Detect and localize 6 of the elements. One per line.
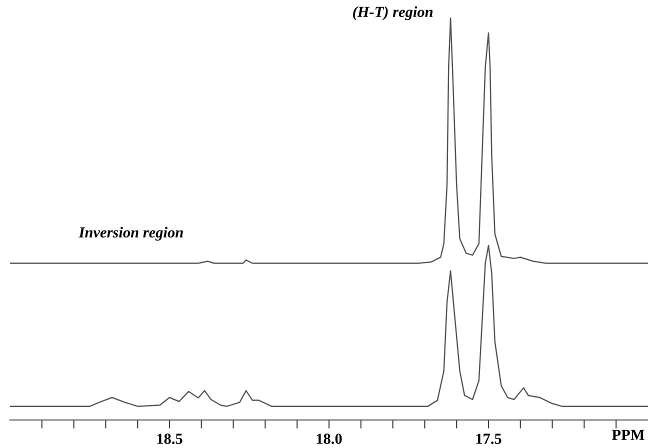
- x-tick-label: 17.5: [476, 434, 502, 444]
- x-tick-label: 18.5: [157, 434, 182, 444]
- x-axis-title: PPM: [612, 430, 644, 440]
- x-tick-label: 18.0: [316, 434, 342, 444]
- annotation: Inversion region: [78, 226, 183, 241]
- annotation: (H-T) region: [353, 6, 433, 20]
